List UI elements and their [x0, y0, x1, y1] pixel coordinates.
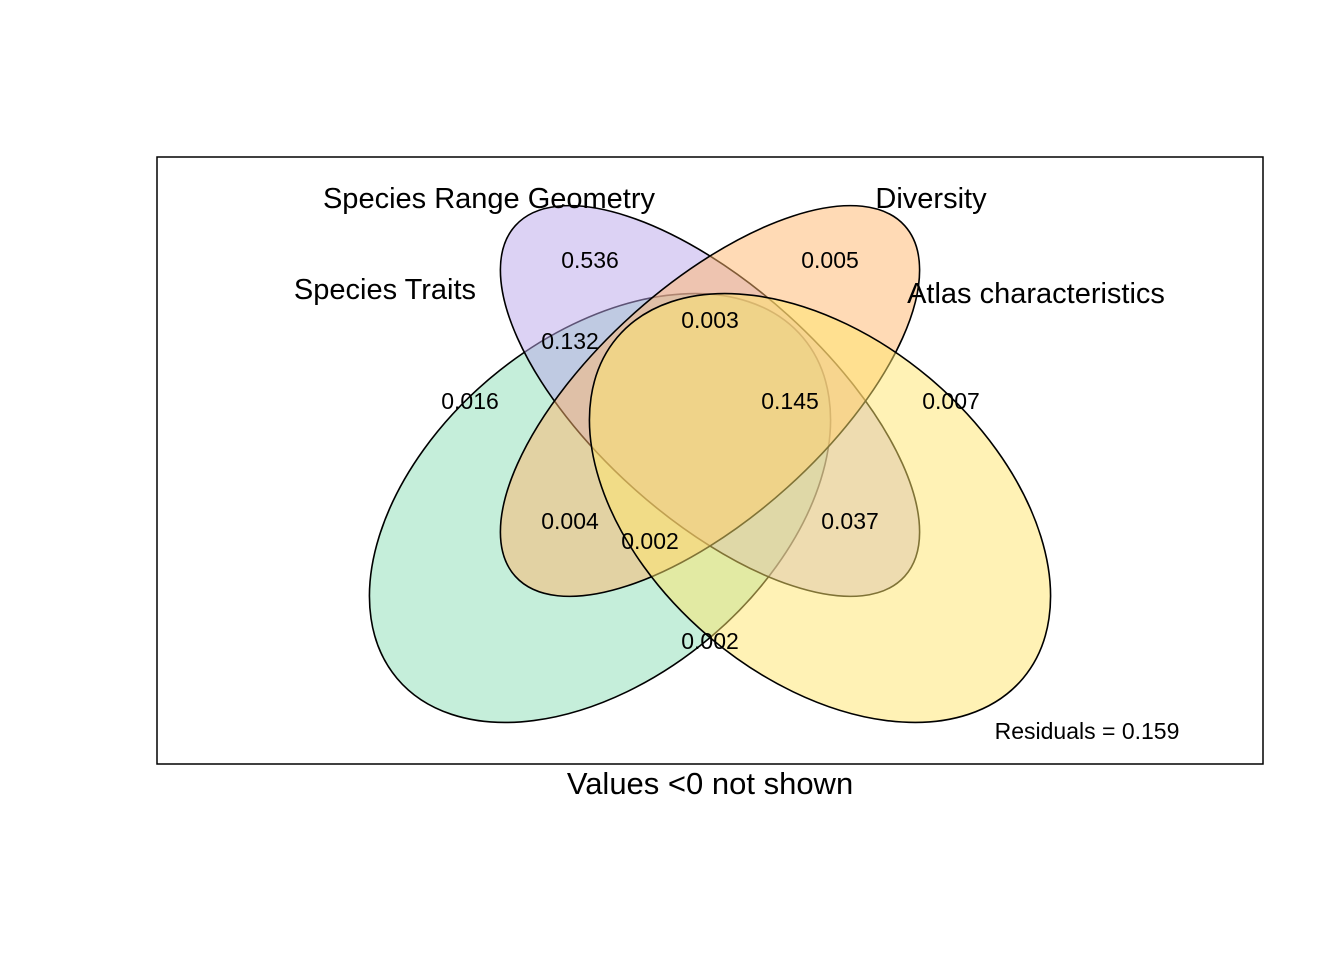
region-value-diversity-only: 0.005: [801, 247, 859, 273]
set-label-species-traits: Species Traits: [294, 274, 476, 306]
region-value-traits-atlas: 0.002: [681, 628, 739, 654]
region-value-traits-only: 0.016: [441, 388, 499, 414]
footnote-label: Values <0 not shown: [567, 766, 853, 801]
set-ellipse-atlas-characteristics: [588, 292, 1052, 724]
set-label-species-range-geometry: Species Range Geometry: [323, 183, 656, 215]
region-value-range-diversity: 0.003: [681, 307, 739, 333]
region-value-traits-range: 0.132: [541, 328, 599, 354]
region-value-atlas-only: 0.007: [922, 388, 980, 414]
set-label-diversity: Diversity: [875, 183, 987, 215]
region-value-diversity-atlas: 0.037: [821, 508, 879, 534]
region-value-range-diversity-atlas: 0.145: [761, 388, 819, 414]
region-value-range-only: 0.536: [561, 247, 619, 273]
residuals-label: Residuals = 0.159: [995, 718, 1180, 744]
set-label-atlas-characteristics: Atlas characteristics: [907, 278, 1165, 310]
region-value-traits-range-atlas: 0.004: [541, 508, 599, 534]
plot-frame: [156, 156, 1264, 765]
region-value-traits-diversity-atlas: 0.002: [621, 528, 679, 554]
